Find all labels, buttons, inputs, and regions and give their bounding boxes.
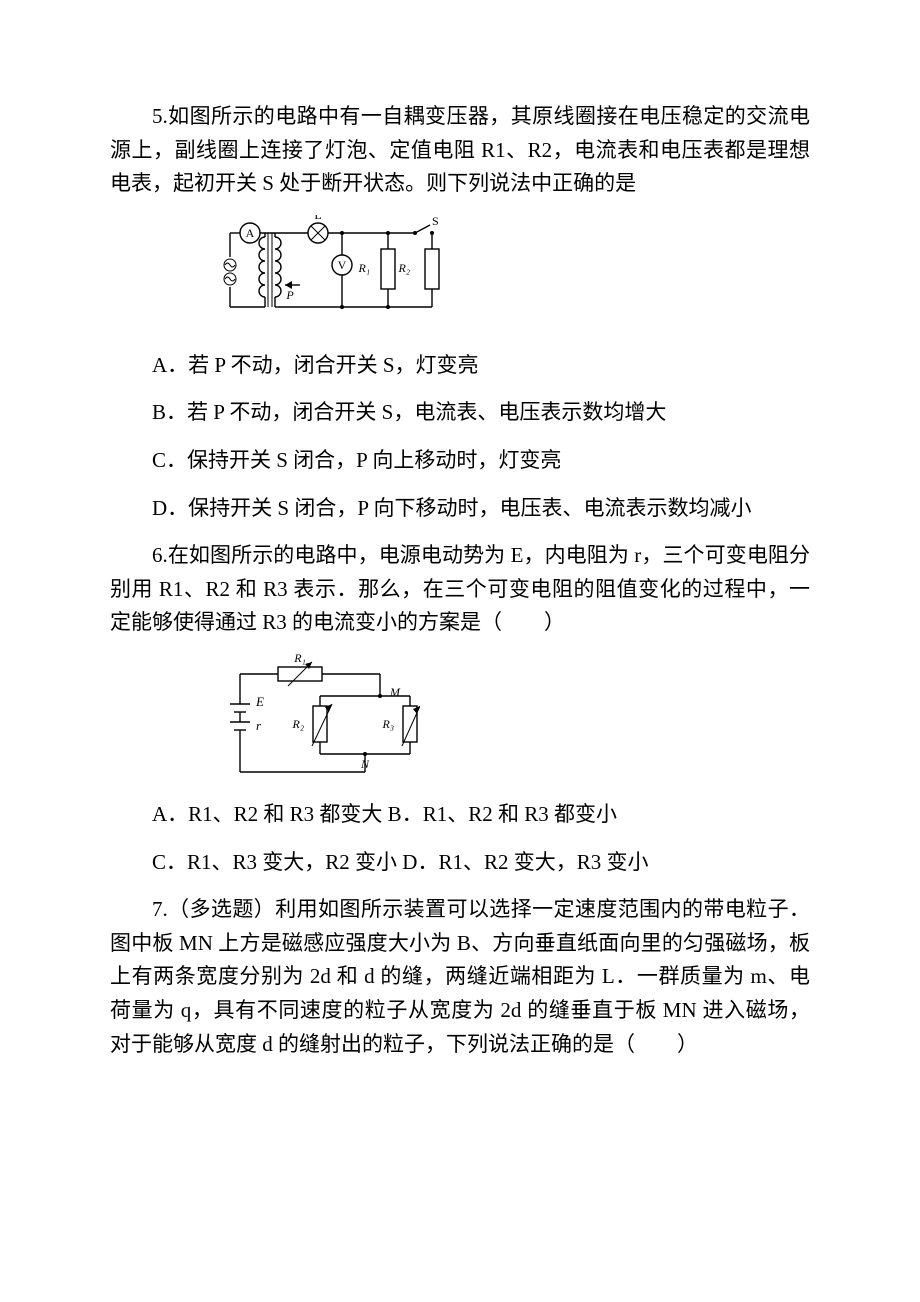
ammeter-label: A — [246, 226, 255, 240]
q6-stem: 6.在如图所示的电路中，电源电动势为 E，内电阻为 r，三个可变电阻分别用 R1… — [110, 539, 810, 640]
voltmeter-label: V — [338, 258, 347, 272]
r3-label-q6: R₃ — [381, 717, 394, 731]
q6-options-line1: A．R1、R2 和 R3 都变大 B．R1、R2 和 R3 都变小 — [110, 798, 810, 832]
q7-stem: 7.（多选题）利用如图所示装置可以选择一定速度范围内的带电粒子．图中板 MN 上… — [110, 893, 810, 1061]
q5-option-a: A．若 P 不动，闭合开关 S，灯变亮 — [110, 349, 810, 383]
page: { "q5": { "stem": "5.如图所示的电路中有一自耦变压器，其原线… — [0, 0, 920, 1302]
q5-option-b: B．若 P 不动，闭合开关 S，电流表、电压表示数均增大 — [110, 396, 810, 430]
r1-label-q6: R₁ — [293, 654, 306, 665]
switch-label: S — [432, 215, 439, 228]
q6-figure: R₁ M R₂ R₃ N E r — [220, 654, 810, 784]
emf-label: E — [255, 694, 264, 709]
r1-label: R₁ — [357, 261, 370, 275]
q6-circuit-svg: R₁ M R₂ R₃ N E r — [220, 654, 420, 784]
q5-stem: 5.如图所示的电路中有一自耦变压器，其原线圈接在电压稳定的交流电源上，副线圈上连… — [110, 100, 810, 201]
q6-options-line2: C．R1、R3 变大，R2 变小 D．R1、R2 变大，R3 变小 — [110, 846, 810, 880]
r2-label: R₂ — [397, 261, 410, 275]
node-m-label: M — [389, 685, 401, 699]
q5-option-d: D．保持开关 S 闭合，P 向下移动时，电压表、电流表示数均减小 — [110, 492, 810, 526]
r2-label-q6: R₂ — [291, 717, 304, 731]
q5-option-c: C．保持开关 S 闭合，P 向上移动时，灯变亮 — [110, 444, 810, 478]
q5-circuit-svg: A L S R₂ R₁ V P — [220, 215, 440, 335]
tap-p-label: P — [285, 288, 294, 302]
q5-figure: A L S R₂ R₁ V P — [220, 215, 810, 335]
r-internal-label: r — [256, 718, 262, 733]
bulb-label: L — [314, 215, 321, 222]
